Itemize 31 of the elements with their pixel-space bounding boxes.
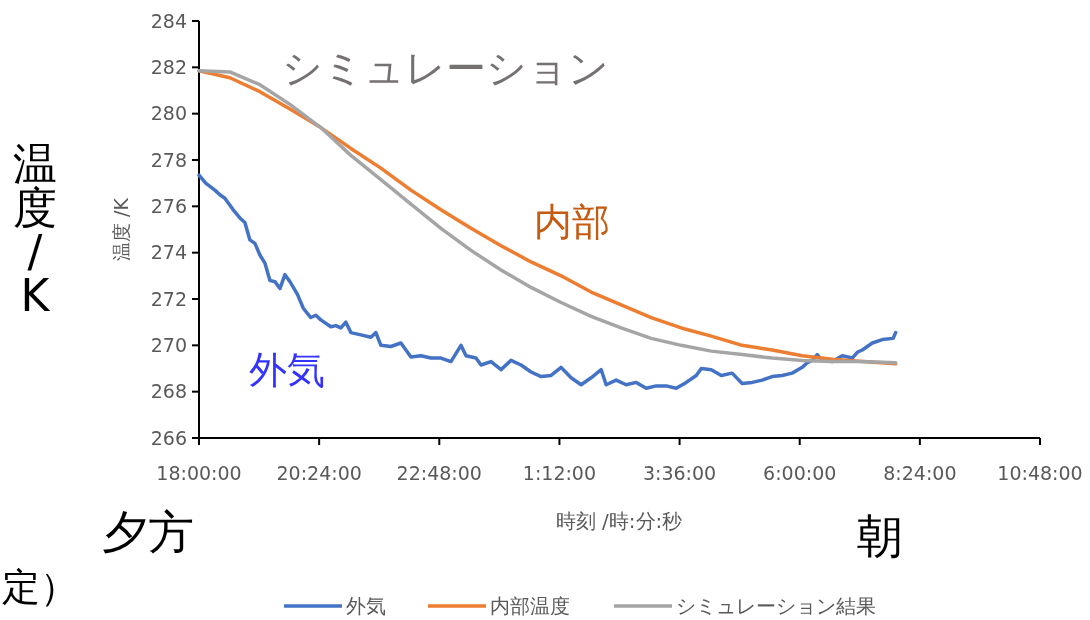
x-tick-label: 20:24:00 xyxy=(276,462,362,484)
text: 温度/K xyxy=(13,138,57,322)
y-tick-label: 266 xyxy=(150,426,187,449)
x-tick-label: 22:48:00 xyxy=(396,462,482,484)
text: 夕方 xyxy=(102,505,194,559)
x-tick-label: 1:12:00 xyxy=(522,462,597,484)
y-tick-label: 282 xyxy=(150,55,187,78)
y-tick-label: 284 xyxy=(150,9,187,32)
y-tick-label: 278 xyxy=(150,148,187,171)
y-tick-label: 268 xyxy=(150,380,187,403)
legend-label: 外気 xyxy=(346,594,386,618)
x-tick-label: 6:00:00 xyxy=(763,462,837,484)
line-series xyxy=(197,173,898,390)
annotation: シミュレーション xyxy=(281,45,609,91)
y-tick-label: 272 xyxy=(150,287,187,310)
legend-label: シミュレーション結果 xyxy=(676,594,876,618)
legend-label: 内部温度 xyxy=(490,594,570,618)
y-tick-label: 280 xyxy=(150,102,187,125)
x-tick-label: 18:00:00 xyxy=(156,462,242,484)
x-tick-label: 8:24:00 xyxy=(883,462,957,484)
y-tick-label: 274 xyxy=(150,241,187,264)
x-tick-label: 10:48:00 xyxy=(997,462,1083,484)
y-axis-title: 温度 /K xyxy=(110,197,132,261)
annotation: 内部 xyxy=(534,200,610,244)
y-tick-label: 270 xyxy=(150,333,187,356)
text: 朝 xyxy=(857,509,903,563)
annotation: 外気 xyxy=(249,348,325,392)
text: 定） xyxy=(2,565,78,609)
y-tick-label: 276 xyxy=(150,194,187,217)
x-tick-label: 3:36:00 xyxy=(642,462,717,484)
x-axis-title: 時刻 /時:分:秒 xyxy=(555,509,683,533)
